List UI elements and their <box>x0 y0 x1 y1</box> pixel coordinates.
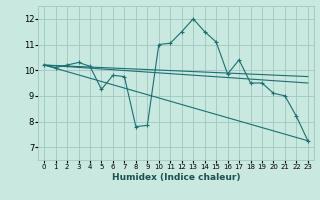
X-axis label: Humidex (Indice chaleur): Humidex (Indice chaleur) <box>112 173 240 182</box>
